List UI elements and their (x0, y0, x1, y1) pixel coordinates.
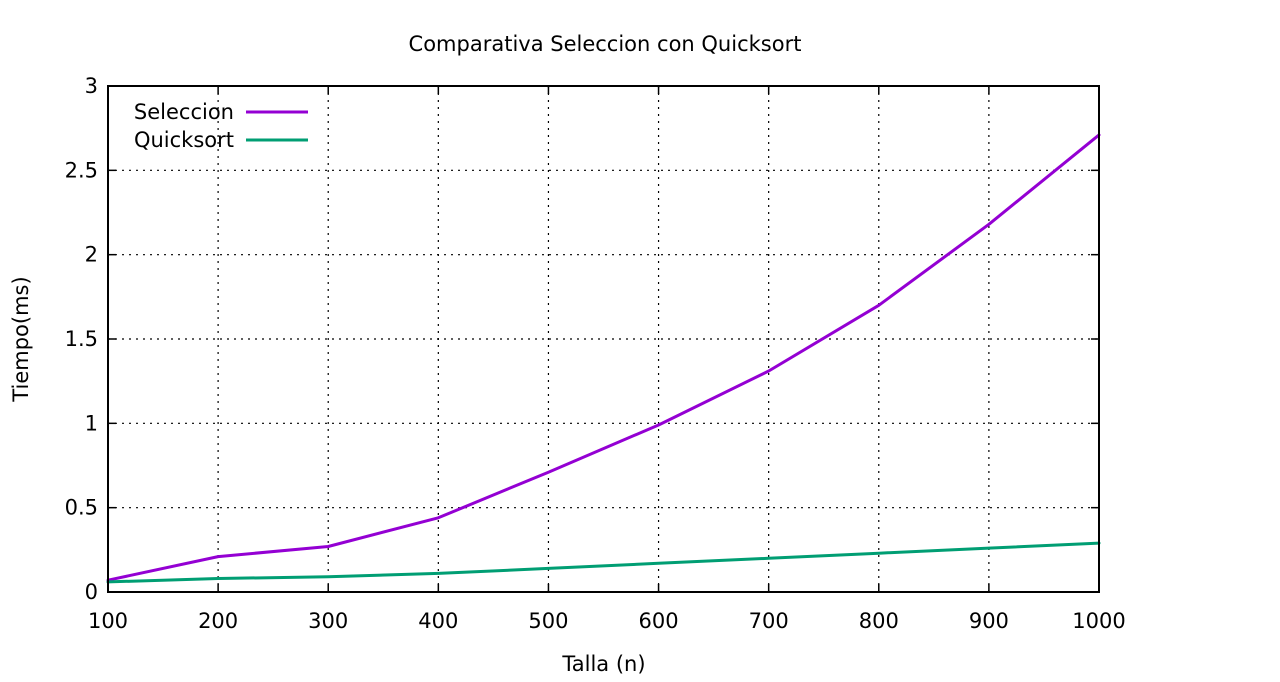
y-tick-label: 0 (85, 580, 98, 604)
plot-frame (107, 85, 1100, 593)
series-line-seleccion (106, 133, 1101, 582)
y-tick-label: 0.5 (65, 496, 98, 520)
x-tick-labels: 100 200 300 400 500 600 700 800 900 1000 (88, 609, 1126, 633)
y-tick-labels: 0 0.5 1 1.5 2 2.5 3 (65, 74, 98, 604)
x-tick-label: 700 (749, 609, 789, 633)
x-tick-label: 800 (859, 609, 899, 633)
series-group (106, 133, 1101, 584)
y-tick-label: 1 (85, 411, 98, 435)
x-tick-label: 900 (969, 609, 1009, 633)
chart-title: Comparativa Seleccion con Quicksort (409, 32, 802, 56)
y-axis-label: Tiempo(ms) (9, 276, 33, 402)
y-tick-label: 1.5 (65, 327, 98, 351)
x-axis-label: Talla (n) (561, 652, 645, 676)
x-tick-label: 1000 (1072, 609, 1125, 633)
x-tick-label: 500 (528, 609, 568, 633)
legend-label-quicksort: Quicksort (134, 128, 234, 152)
y-tick-label: 3 (85, 74, 98, 98)
legend: Seleccion Quicksort (134, 100, 308, 152)
x-tick-label: 300 (308, 609, 348, 633)
x-tick-label: 200 (198, 609, 238, 633)
y-tick-label: 2 (85, 243, 98, 267)
grid-lines (108, 86, 1099, 592)
y-tick-label: 2.5 (65, 158, 98, 182)
x-tick-label: 400 (418, 609, 458, 633)
x-tick-label: 600 (639, 609, 679, 633)
x-tick-label: 100 (88, 609, 128, 633)
series-line-quicksort (106, 541, 1101, 584)
legend-label-seleccion: Seleccion (134, 100, 234, 124)
axis-ticks (107, 85, 1100, 593)
